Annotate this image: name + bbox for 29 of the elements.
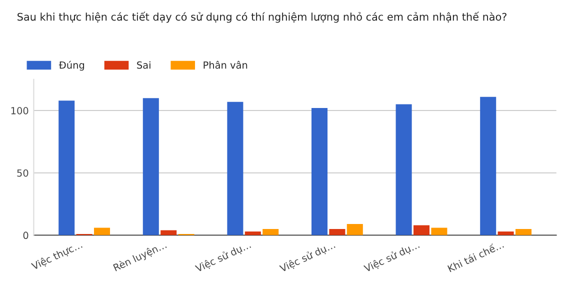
x-tick-label: Việc sử dụ…: [278, 240, 336, 274]
bar: [413, 225, 430, 236]
bar: [227, 102, 244, 236]
legend-label: Sai: [137, 61, 150, 69]
legend-label: Phân vân: [204, 60, 248, 69]
chart-title: Sau khi thực hiện các tiết dạy có sử dụng có thí nghiệm lượng nhỏ các em cảm nhận thế nào?: [18, 12, 506, 23]
bar: [396, 104, 412, 236]
x-tick-label: Rèn luyện…: [112, 240, 168, 274]
y-tick-label: 0: [23, 232, 28, 240]
bar: [94, 228, 110, 236]
bar: [142, 98, 159, 236]
bar: [244, 231, 261, 236]
bar: [346, 224, 363, 236]
bar: [160, 230, 177, 236]
x-tick-label: Việc sử dụ…: [363, 240, 420, 274]
bar: [262, 228, 279, 236]
y-tick-label: 50: [17, 169, 28, 177]
bar: [498, 231, 514, 236]
bar: [480, 96, 496, 236]
y-tick-label: 100: [11, 107, 28, 114]
x-tick-label: Khi tái chế…: [446, 240, 504, 272]
bar: [329, 228, 346, 236]
bar: [311, 108, 328, 236]
legend-label: Đúng: [58, 60, 84, 71]
x-tick-label: Việc thực…: [30, 240, 84, 272]
bar: [515, 228, 532, 236]
bar: [58, 100, 75, 236]
bar: [431, 228, 448, 236]
x-tick-label: Việc sử dụ…: [194, 240, 252, 274]
